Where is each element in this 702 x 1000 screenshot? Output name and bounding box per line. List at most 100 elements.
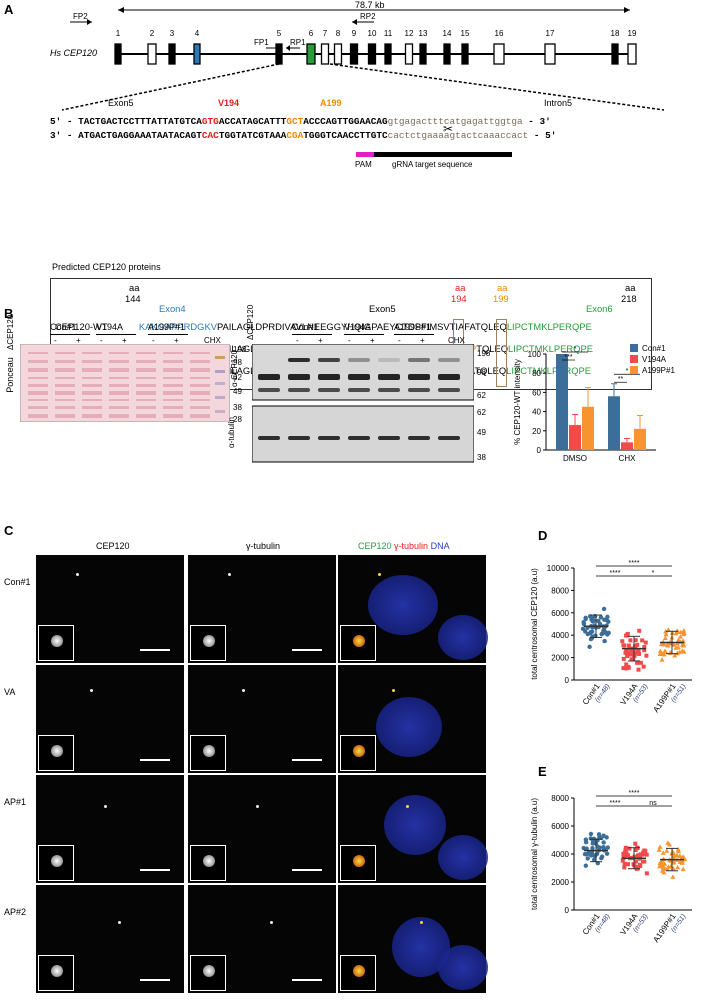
- scatter-point: [622, 865, 627, 870]
- cep-blot-dcep: ΔCEP120: [246, 304, 255, 340]
- scatter-ytick: 0: [565, 906, 570, 915]
- scatter-point: [605, 614, 610, 620]
- protein-row: CEP120-WT KAKGAPPRDGKVPAILAGLDPRDIVAVLNE…: [55, 321, 592, 332]
- exon-2: [147, 43, 157, 65]
- group-header: Con#1: [50, 322, 77, 332]
- scatter-point: [644, 852, 649, 857]
- exon-8: [333, 43, 343, 65]
- plus-label: +: [420, 336, 425, 345]
- group-underline: [394, 334, 434, 335]
- scatter-point: [638, 660, 643, 665]
- centrosome-dot: [392, 689, 395, 692]
- centrosome-dot: [406, 805, 409, 808]
- grna-label: gRNA target sequence: [392, 160, 473, 169]
- scatter-point: [664, 848, 670, 853]
- scatter-point: [660, 850, 666, 855]
- scatter-point: [681, 631, 687, 637]
- bar-category: DMSO: [563, 454, 587, 463]
- scatter-point: [675, 629, 681, 634]
- scatter-point: [628, 638, 633, 643]
- scatter-point: [625, 862, 630, 867]
- ponceau-label: Ponceau: [4, 357, 15, 393]
- scatter-point: [590, 846, 595, 851]
- scatter-point: [598, 615, 604, 620]
- seq-a199: A199: [320, 98, 342, 108]
- seq-bottom-strand: 3' - ATGACTGAGGAAATAATACAGTCACTGGTATCGTA…: [50, 130, 557, 141]
- scatter-point: [662, 866, 668, 872]
- centrosome-dot: [104, 805, 107, 808]
- exon-number: 16: [494, 29, 504, 38]
- scatter-point: [635, 650, 640, 655]
- exon-number: 6: [308, 29, 314, 38]
- micro-row-label: VA: [4, 687, 16, 697]
- zoom-inset: [190, 955, 226, 991]
- scatter-point: [605, 845, 611, 850]
- exon-number: 9: [351, 29, 357, 38]
- bar-ytick: 60: [532, 388, 541, 397]
- seq-top-strand: 5' - TACTGACTCCTTTATTATGTCAGTGACCATAGCAT…: [50, 116, 551, 127]
- group-underline: [344, 334, 384, 335]
- scatter-point: [592, 853, 598, 859]
- scatter-point: [621, 656, 626, 661]
- micro-panel: [188, 555, 336, 663]
- ponceau-mw-marker: 38: [233, 403, 242, 412]
- scatter-point: [674, 852, 680, 858]
- plus-label: +: [76, 336, 81, 345]
- scatter-point: [601, 606, 607, 612]
- panel-label-d: D: [538, 528, 548, 543]
- scale-bar: [140, 649, 170, 651]
- legend-label: V194A: [642, 355, 667, 364]
- bar: [569, 425, 581, 450]
- group-header: A199P#1: [394, 322, 432, 332]
- zoom-inset: [340, 625, 376, 661]
- scatter-point: [589, 629, 595, 634]
- scatter-point: [670, 874, 676, 879]
- scatter-point: [620, 858, 625, 863]
- exon-3: [168, 43, 176, 65]
- legend-swatch: [630, 355, 638, 363]
- scatter-point: [603, 629, 608, 635]
- scissors-icon: ✂: [443, 122, 453, 136]
- scatter-point: [583, 616, 588, 622]
- bar: [582, 406, 594, 450]
- scatter-point: [633, 638, 638, 643]
- bar-category: CHX: [619, 454, 637, 463]
- minus-label: -: [398, 336, 401, 345]
- scatter-point: [591, 857, 597, 863]
- panel-label-b: B: [4, 306, 14, 321]
- scatter-point: [636, 853, 641, 858]
- exon-number: 19: [627, 29, 637, 38]
- centrosome-dot: [118, 921, 121, 924]
- scatter-point: [585, 856, 590, 861]
- exon-number: 13: [418, 29, 428, 38]
- zoom-inset: [38, 845, 74, 881]
- scatter-gtubulin: 0 2000 4000 6000 8000 total centrosomal γ-tub…: [530, 790, 692, 944]
- zoom-inset: [190, 845, 226, 881]
- seq-intron5: Intron5: [544, 98, 573, 108]
- scatter-ytick: 4000: [551, 850, 569, 859]
- cep-mw-marker: 198: [477, 349, 491, 358]
- scatter-point: [659, 651, 665, 656]
- tub-mw-marker: 49: [477, 428, 486, 437]
- scatter-point: [633, 859, 638, 864]
- gene-name: Hs CEP120: [50, 48, 98, 58]
- scatter-point: [624, 633, 629, 638]
- scatter-point: [637, 628, 642, 633]
- genome-length: 78.7 kb: [355, 0, 385, 10]
- scatter-point: [606, 630, 611, 636]
- micro-panel: [338, 775, 488, 883]
- scale-bar: [140, 759, 170, 761]
- legend-swatch: [630, 344, 638, 352]
- exon-number: 1: [115, 29, 121, 38]
- micro-panel: [36, 775, 184, 883]
- exon-number: 7: [322, 29, 328, 38]
- scatter-point: [656, 847, 662, 852]
- scatter-ytick: 8000: [551, 794, 569, 803]
- cep-mw-marker: 98: [477, 368, 486, 377]
- bar: [556, 354, 568, 450]
- scatter-point: [593, 633, 598, 638]
- centrosome-dot: [378, 573, 381, 576]
- nucleus: [438, 615, 488, 660]
- ponceau-mw-marker: 28: [233, 415, 242, 424]
- scatter-point: [642, 851, 647, 856]
